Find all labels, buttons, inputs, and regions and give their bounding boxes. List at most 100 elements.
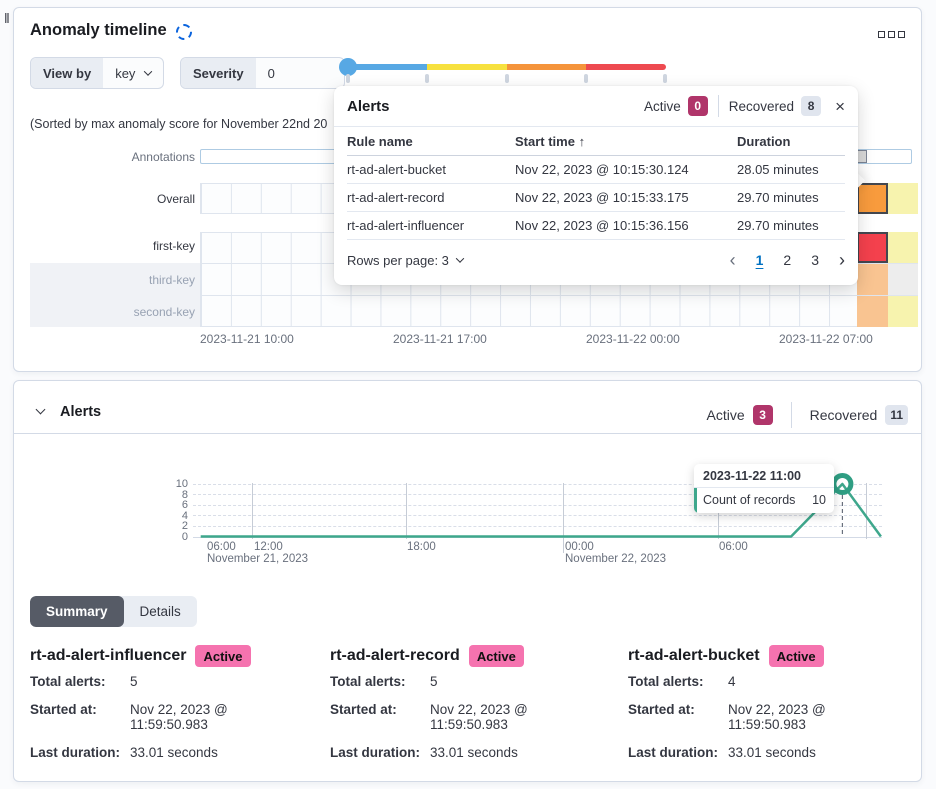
table-row: rt-ad-alert-record Nov 22, 2023 @ 10:15:3… — [347, 183, 845, 212]
tooltip-value: 10 — [812, 493, 826, 507]
panel-options-icon[interactable] — [878, 31, 905, 38]
row-shade — [30, 295, 200, 327]
divider — [790, 402, 792, 428]
status-badge: Active — [768, 645, 824, 667]
page-prev-icon[interactable]: ‹ — [729, 250, 736, 270]
y-tick: 8 — [181, 489, 188, 501]
x-label: 18:00 — [407, 541, 436, 553]
field-label: Total alerts: — [30, 674, 106, 689]
tab-summary[interactable]: Summary — [30, 596, 124, 627]
table-row: rt-ad-alert-bucket Nov 22, 2023 @ 10:15:3… — [347, 155, 845, 184]
row-label-overall[interactable]: Overall — [156, 192, 195, 206]
slider-tick — [505, 74, 509, 83]
alerts-popup: Alerts Active 0 Recovered 8 × Rule name … — [334, 86, 858, 285]
y-tick: 6 — [181, 499, 188, 511]
row-shade — [30, 263, 200, 295]
active-count-badge: 3 — [752, 405, 773, 425]
row-label-third-key[interactable]: third-key — [148, 273, 195, 287]
chevron-down-icon — [144, 67, 153, 76]
view-by-label: View by — [31, 58, 104, 88]
field-label: Total alerts: — [330, 674, 406, 689]
sorted-note: (Sorted by max anomaly score for Novembe… — [30, 117, 328, 131]
alert-card: rt-ad-alert-influencer Active Total aler… — [30, 645, 322, 767]
gridline — [252, 483, 253, 539]
column-start-time[interactable]: Start time ↑ — [515, 127, 737, 156]
severity-group: Severity 0 — [180, 57, 345, 89]
field-label: Last duration: — [628, 745, 718, 760]
popup-recovered-filter[interactable]: Recovered 8 — [729, 96, 822, 116]
recovered-count-badge: 8 — [801, 96, 822, 116]
section-divider — [14, 433, 921, 434]
anomaly-panel-title: Anomaly timeline — [30, 21, 167, 39]
slider-tick — [663, 74, 667, 83]
swimlane-cell-overall-critical[interactable] — [857, 183, 888, 214]
table-row: rt-ad-alert-influencer Nov 22, 2023 @ 10:… — [347, 211, 845, 240]
x-tick-label: 2023-11-22 07:00 — [779, 332, 873, 346]
x-date-label: November 22, 2023 — [565, 553, 667, 565]
gridline — [193, 484, 882, 485]
severity-track-minor — [507, 64, 586, 70]
field-value: Nov 22, 2023 @ 11:59:50.983 — [728, 702, 826, 732]
gridline — [193, 505, 882, 506]
chart-tooltip: 2023-11-22 11:00 Count of records 10 — [694, 464, 834, 513]
tooltip-series: Count of records — [703, 493, 796, 507]
slider-tick — [425, 74, 429, 83]
divider — [717, 95, 719, 117]
gridline — [406, 483, 407, 539]
page-1[interactable]: 1 — [755, 252, 764, 268]
page-2[interactable]: 2 — [783, 252, 792, 268]
y-tick: 2 — [181, 520, 188, 532]
severity-input[interactable]: 0 — [267, 65, 275, 81]
field-label: Started at: — [30, 702, 97, 717]
field-value: 33.01 seconds — [728, 745, 816, 760]
severity-slider-handle[interactable] — [339, 58, 357, 76]
popup-active-filter[interactable]: Active 0 — [644, 96, 708, 116]
swimlane-cell-third-key-none[interactable] — [888, 264, 918, 295]
alert-card: rt-ad-alert-record Active Total alerts: 5… — [330, 645, 622, 767]
swimlane-cell-first-key-low[interactable] — [888, 232, 918, 263]
x-label: 06:00 — [207, 541, 236, 553]
field-value: Nov 22, 2023 @ 11:59:50.983 — [130, 702, 228, 732]
swimlane-cell-overall-low[interactable] — [888, 183, 918, 214]
field-label: Last duration: — [30, 745, 120, 760]
row-label-first-key[interactable]: first-key — [153, 239, 195, 253]
x-tick-label: 2023-11-21 17:00 — [393, 332, 487, 346]
close-icon[interactable]: × — [835, 96, 845, 116]
recovered-count-badge: 11 — [885, 405, 908, 425]
field-label: Started at: — [330, 702, 397, 717]
row-label-second-key[interactable]: second-key — [133, 305, 195, 319]
field-value: 4 — [728, 674, 736, 689]
sort-asc-icon: ↑ — [578, 134, 586, 149]
active-filter[interactable]: Active 3 — [706, 405, 773, 425]
column-duration: Duration — [737, 127, 845, 156]
x-label: 00:00 — [565, 541, 594, 553]
gridline — [193, 526, 882, 527]
dashed-circle-icon — [176, 24, 192, 40]
alerts-section-title: Alerts — [60, 404, 102, 420]
gridline — [193, 515, 882, 516]
swimlane-cell-second-key-minor[interactable] — [857, 296, 888, 327]
y-tick: 4 — [181, 510, 188, 522]
card-title: rt-ad-alert-influencer — [30, 647, 187, 664]
grid-row-divider — [200, 295, 918, 296]
recovered-filter[interactable]: Recovered 11 — [810, 405, 908, 425]
swimlane-cell-second-key-low[interactable] — [888, 296, 918, 327]
view-by-select[interactable]: key — [103, 58, 163, 88]
tab-details[interactable]: Details — [139, 604, 181, 619]
field-label: Total alerts: — [628, 674, 704, 689]
severity-track-critical — [586, 64, 666, 70]
page-3[interactable]: 3 — [811, 252, 819, 268]
gridline — [193, 494, 882, 495]
pagination: ‹ 1 2 3 › — [730, 251, 845, 269]
page-next-icon[interactable]: › — [839, 250, 845, 270]
severity-track-low — [352, 64, 427, 70]
status-badge: Active — [195, 645, 251, 667]
swimlane-cell-first-key-critical[interactable] — [857, 232, 888, 263]
column-rule-name: Rule name — [347, 127, 515, 156]
rows-per-page[interactable]: Rows per page: 3 — [347, 253, 465, 268]
tooltip-title: 2023-11-22 11:00 — [694, 464, 834, 488]
alerts-filters: Active 3 Recovered 11 — [640, 402, 908, 428]
swimlane-cell-third-key-minor[interactable] — [857, 264, 888, 295]
field-label: Last duration: — [330, 745, 420, 760]
panel-drag-handle[interactable]: ‖ — [4, 10, 10, 26]
